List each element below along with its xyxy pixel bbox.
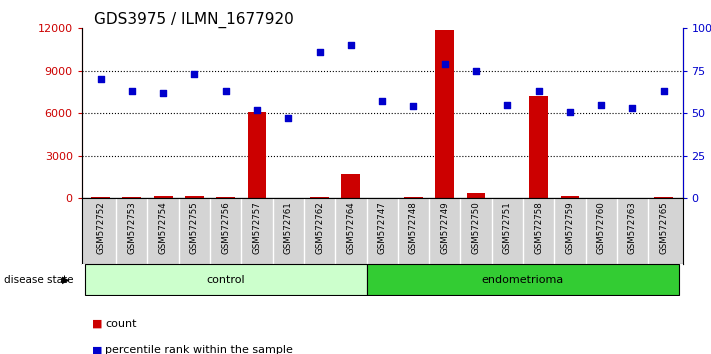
Point [251,107,262,113]
Text: ▶: ▶ [62,275,70,285]
Point [439,61,451,67]
Point [220,88,231,94]
Text: count: count [105,319,137,329]
Text: percentile rank within the sample: percentile rank within the sample [105,346,293,354]
Point [157,90,169,96]
Text: GDS3975 / ILMN_1677920: GDS3975 / ILMN_1677920 [94,12,294,28]
Point [95,76,106,82]
Point [282,115,294,121]
Text: endometrioma: endometrioma [482,275,564,285]
Point [596,102,607,108]
Text: ■: ■ [92,346,103,354]
Bar [122,197,141,198]
Text: control: control [206,275,245,285]
Text: GSM572749: GSM572749 [440,201,449,254]
Bar [435,30,454,198]
Text: disease state: disease state [4,275,73,285]
Text: GSM572760: GSM572760 [597,201,606,254]
Text: GSM572759: GSM572759 [565,201,574,254]
Point [377,98,388,104]
Bar [310,197,329,198]
Text: GSM572755: GSM572755 [190,201,199,254]
Bar [404,197,423,198]
Text: GSM572754: GSM572754 [159,201,168,254]
Bar [216,197,235,198]
Text: GSM572752: GSM572752 [96,201,105,254]
Point [408,104,419,109]
Text: GSM572750: GSM572750 [471,201,481,254]
Point [471,68,482,74]
Bar [366,264,680,295]
Bar [185,196,204,198]
Text: GSM572757: GSM572757 [252,201,262,254]
Text: GSM572751: GSM572751 [503,201,512,254]
Point [126,88,137,94]
Point [533,88,545,94]
Bar [529,96,548,198]
Text: ■: ■ [92,319,103,329]
Text: GSM572761: GSM572761 [284,201,293,254]
Point [188,72,200,77]
Bar [341,174,360,198]
Bar [560,196,579,198]
Bar [85,264,366,295]
Bar [154,196,173,198]
Point [627,105,638,111]
Text: GSM572747: GSM572747 [378,201,387,254]
Text: GSM572753: GSM572753 [127,201,137,254]
Text: GSM572748: GSM572748 [409,201,418,254]
Text: GSM572763: GSM572763 [628,201,637,254]
Text: GSM572762: GSM572762 [315,201,324,254]
Text: GSM572756: GSM572756 [221,201,230,254]
Bar [654,197,673,198]
Text: GSM572758: GSM572758 [534,201,543,254]
Bar [466,193,486,198]
Point [658,88,670,94]
Point [565,109,576,114]
Point [502,102,513,108]
Point [314,49,325,55]
Text: GSM572764: GSM572764 [346,201,356,254]
Point [345,42,356,48]
Bar [247,112,267,198]
Text: GSM572765: GSM572765 [659,201,668,254]
Bar [91,197,110,198]
